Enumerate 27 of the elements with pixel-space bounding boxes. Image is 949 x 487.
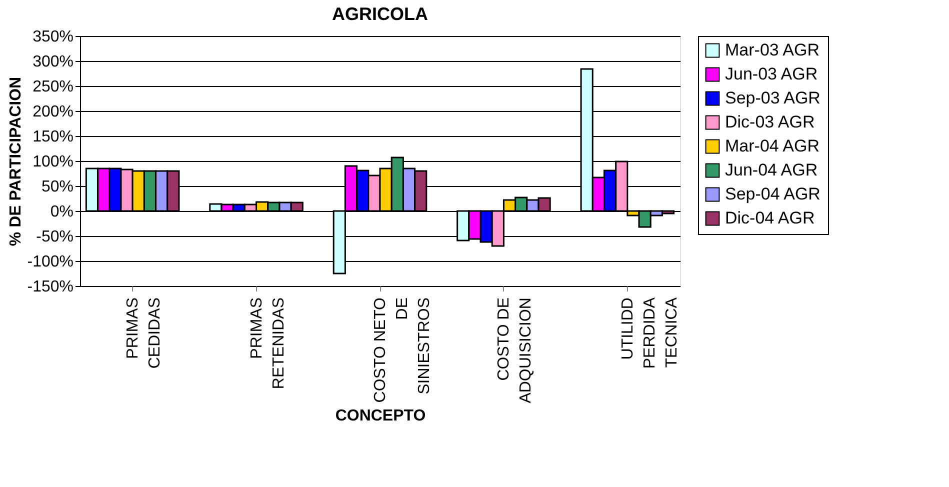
x-tick-label: PRIMAS CEDIDAS (124, 298, 164, 369)
y-tick-label: 350% (32, 28, 74, 46)
x-tick-label: UTILIDD PERDIDA TECNICA (619, 297, 680, 369)
legend-label: Sep-04 AGR (725, 184, 820, 204)
x-axis-title: CONCEPTO (335, 407, 426, 424)
legend-label: Mar-03 AGR (725, 40, 820, 60)
legend-label: Jun-04 AGR (725, 160, 818, 180)
y-tick-label: 250% (32, 78, 74, 96)
y-axis-title: % DE PARTICIPACION (7, 76, 24, 246)
legend-label: Sep-03 AGR (725, 88, 820, 108)
legend-label: Jun-03 AGR (725, 64, 818, 84)
y-tick-label: 50% (41, 178, 74, 196)
chart-title: AGRICOLA (332, 4, 428, 24)
legend-label: Mar-04 AGR (725, 136, 820, 156)
y-tick-label: 200% (32, 104, 74, 120)
x-tick-label: COSTO DE ADQUISICION (496, 298, 535, 404)
x-tick-label: COSTO NETO DE SINIESTROS (372, 298, 433, 403)
y-tick-label: -150% (27, 278, 74, 296)
y-tick-label: 300% (32, 54, 74, 70)
x-tick-label: PRIMAS RETENIDAS (248, 298, 288, 390)
legend-label: Dic-03 AGR (725, 112, 815, 132)
legend-label: Dic-04 AGR (725, 208, 815, 228)
y-tick-label: 100% (32, 154, 74, 170)
y-tick-label: -50% (36, 228, 74, 246)
y-tick-label: 0% (50, 204, 74, 220)
y-tick-label: -100% (27, 254, 74, 270)
y-tick-label: 150% (32, 128, 74, 146)
